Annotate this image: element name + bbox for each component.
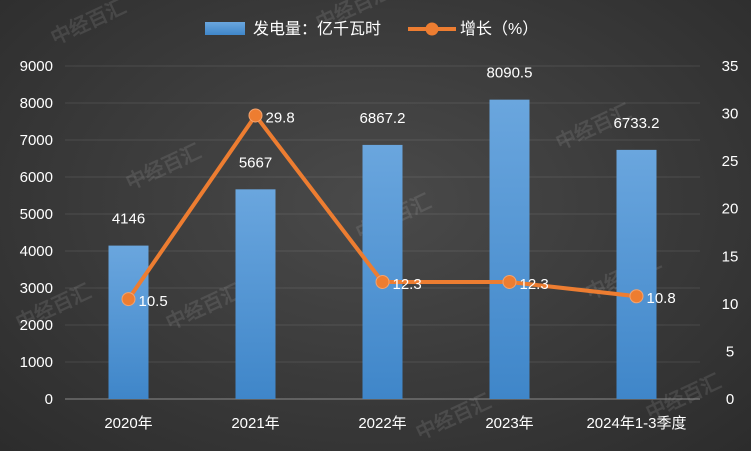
watermark-text: 中经百汇 — [412, 389, 495, 445]
bar-value-label: 8090.5 — [487, 65, 533, 82]
watermark-text: 中经百汇 — [47, 0, 130, 50]
right-axis-tick-label: 25 — [722, 153, 739, 170]
left-axis-tick-label: 7000 — [20, 132, 53, 149]
growth-point — [502, 274, 517, 289]
left-axis-tick-label: 8000 — [20, 95, 53, 112]
growth-value-label: 10.5 — [139, 293, 168, 310]
legend-bar-label: 发电量：亿千瓦时 — [253, 20, 381, 38]
category-label: 2024年1-3季度 — [586, 415, 686, 432]
legend-bar-swatch — [205, 22, 245, 35]
growth-value-label: 12.3 — [393, 276, 422, 293]
bar — [235, 189, 276, 399]
category-label: 2020年 — [104, 415, 152, 432]
right-axis-tick-label: 10 — [722, 296, 739, 313]
growth-point — [121, 292, 136, 307]
left-axis-tick-label: 9000 — [20, 58, 53, 75]
category-label: 2021年 — [231, 415, 279, 432]
left-axis-tick-label: 3000 — [20, 280, 53, 297]
bar-value-label: 6733.2 — [614, 115, 660, 132]
right-axis-tick-label: 20 — [722, 201, 739, 218]
right-axis-tick-label: 0 — [726, 391, 734, 408]
bar-value-label: 6867.2 — [360, 110, 406, 127]
bar — [108, 245, 149, 399]
bar — [616, 149, 657, 399]
bar — [362, 144, 403, 399]
category-label: 2023年 — [485, 415, 533, 432]
left-axis-tick-label: 2000 — [20, 317, 53, 334]
category-label: 2022年 — [358, 415, 406, 432]
growth-point — [629, 289, 644, 304]
left-axis-tick-label: 6000 — [20, 169, 53, 186]
watermark-text: 中经百汇 — [122, 139, 205, 195]
growth-point — [248, 108, 263, 123]
bar — [489, 99, 530, 400]
bar-value-label: 4146 — [112, 211, 145, 228]
growth-value-label: 12.3 — [520, 276, 549, 293]
right-axis-tick-label: 5 — [726, 343, 734, 360]
watermark-text: 中经百汇 — [162, 279, 245, 335]
growth-value-label: 29.8 — [266, 109, 295, 126]
legend-line-marker — [425, 22, 439, 36]
left-axis-tick-label: 4000 — [20, 243, 53, 260]
growth-value-label: 10.8 — [647, 290, 676, 307]
right-axis-tick-label: 15 — [722, 248, 739, 265]
growth-point — [375, 274, 390, 289]
left-axis-tick-label: 0 — [45, 391, 53, 408]
bar-value-label: 5667 — [239, 154, 272, 171]
right-axis-tick-label: 30 — [722, 106, 739, 123]
left-axis-tick-label: 1000 — [20, 354, 53, 371]
legend-line-label: 增长（%） — [460, 20, 538, 38]
right-axis-tick-label: 35 — [722, 58, 739, 75]
left-axis-tick-label: 5000 — [20, 206, 53, 223]
